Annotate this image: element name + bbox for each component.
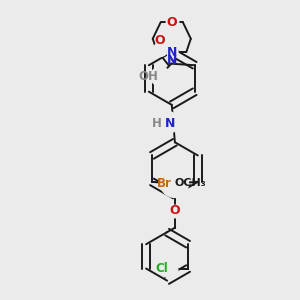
Text: H: H — [152, 117, 162, 130]
Text: N: N — [165, 117, 175, 130]
Text: O: O — [167, 16, 177, 29]
Text: OH: OH — [138, 70, 158, 83]
Text: O: O — [154, 34, 165, 47]
Text: Cl: Cl — [156, 262, 169, 275]
Text: N: N — [167, 54, 177, 67]
Text: OCH₃: OCH₃ — [174, 178, 206, 188]
Text: N: N — [167, 46, 177, 59]
Text: Br: Br — [157, 177, 172, 190]
Text: O: O — [169, 204, 180, 217]
